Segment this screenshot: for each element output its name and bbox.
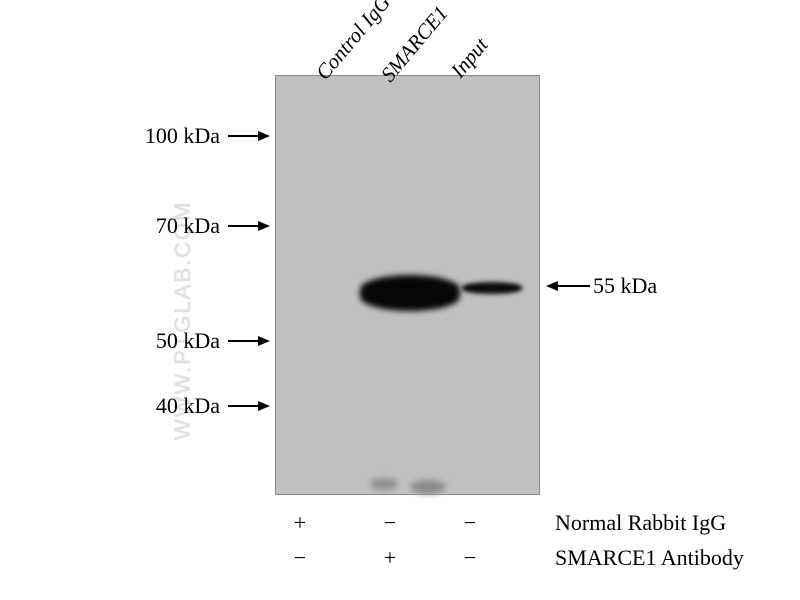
table-symbol: − <box>440 545 500 571</box>
protein-band <box>360 275 460 311</box>
blot-artifact <box>370 478 398 490</box>
table-symbol: + <box>270 510 330 536</box>
marker-arrow-head <box>258 336 270 346</box>
table-row-label: Normal Rabbit IgG <box>555 510 726 536</box>
blot-artifact <box>410 480 446 494</box>
marker-arrow-line <box>228 225 260 227</box>
protein-band <box>462 282 522 294</box>
marker-arrow-line <box>228 135 260 137</box>
marker-arrow-head <box>258 221 270 231</box>
marker-label: 40 kDa <box>120 393 220 419</box>
target-band-label: 55 kDa <box>593 273 657 299</box>
table-row-label: SMARCE1 Antibody <box>555 545 744 571</box>
marker-arrow-head <box>258 401 270 411</box>
target-arrow-line <box>558 285 590 287</box>
marker-arrow-line <box>228 405 260 407</box>
marker-label: 50 kDa <box>120 328 220 354</box>
table-symbol: − <box>440 510 500 536</box>
table-symbol: − <box>360 510 420 536</box>
target-arrow-head <box>546 281 558 291</box>
table-symbol: − <box>270 545 330 571</box>
figure-container: WWW.PTGLAB.COM Control IgGSMARCE1Input 1… <box>0 0 800 600</box>
marker-label: 100 kDa <box>120 123 220 149</box>
table-symbol: + <box>360 545 420 571</box>
marker-arrow-line <box>228 340 260 342</box>
marker-arrow-head <box>258 131 270 141</box>
marker-label: 70 kDa <box>120 213 220 239</box>
